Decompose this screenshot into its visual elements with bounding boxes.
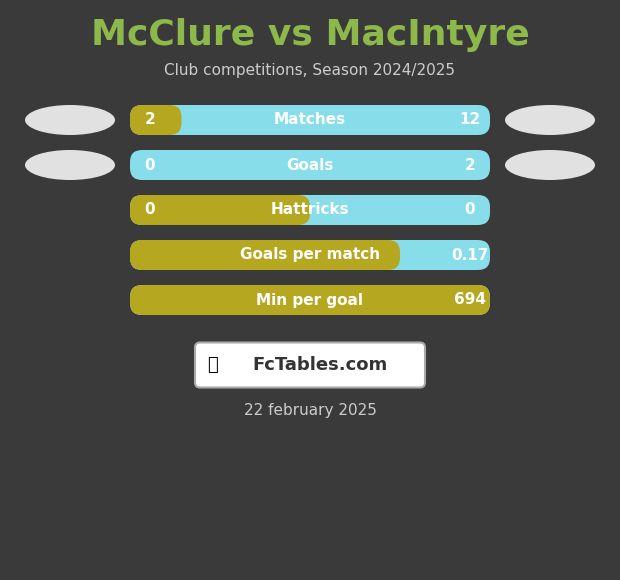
Text: 22 february 2025: 22 february 2025 [244,403,376,418]
FancyBboxPatch shape [130,195,310,225]
Text: 12: 12 [459,113,481,128]
Text: McClure vs MacIntyre: McClure vs MacIntyre [91,18,529,52]
FancyBboxPatch shape [130,105,182,135]
Text: 0: 0 [464,202,476,218]
Text: 0.17: 0.17 [451,248,489,263]
FancyBboxPatch shape [130,105,490,135]
Text: 📊: 📊 [208,356,218,374]
Text: FcTables.com: FcTables.com [252,356,388,374]
FancyBboxPatch shape [130,285,490,315]
Text: 2: 2 [464,158,476,172]
Text: Hattricks: Hattricks [271,202,349,218]
Text: 694: 694 [454,292,486,307]
FancyBboxPatch shape [130,240,400,270]
Text: Club competitions, Season 2024/2025: Club competitions, Season 2024/2025 [164,63,456,78]
Text: 0: 0 [144,202,156,218]
Text: Min per goal: Min per goal [257,292,363,307]
FancyBboxPatch shape [130,150,490,180]
Text: Goals: Goals [286,158,334,172]
Text: Matches: Matches [274,113,346,128]
FancyBboxPatch shape [130,240,490,270]
Text: Goals per match: Goals per match [240,248,380,263]
Text: 2: 2 [144,113,156,128]
FancyBboxPatch shape [130,285,490,315]
Ellipse shape [505,150,595,180]
FancyBboxPatch shape [130,195,490,225]
Ellipse shape [25,105,115,135]
Ellipse shape [505,105,595,135]
FancyBboxPatch shape [195,343,425,387]
Ellipse shape [25,150,115,180]
Text: 0: 0 [144,158,156,172]
